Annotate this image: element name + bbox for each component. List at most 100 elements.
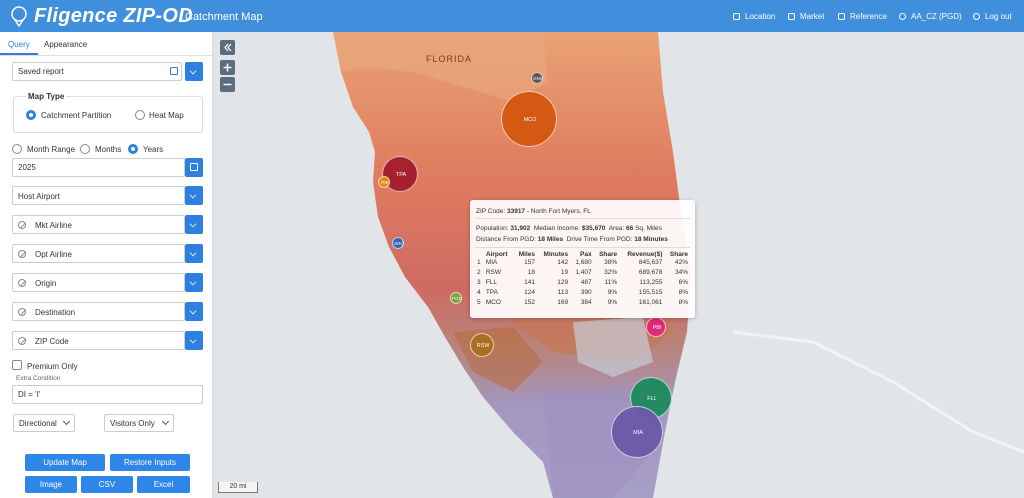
caret [189, 336, 197, 344]
filter-dropdown[interactable] [185, 302, 203, 321]
lake-area [573, 317, 653, 377]
filter-select[interactable]: Opt Airline [12, 244, 185, 263]
radio-catchment[interactable] [26, 110, 36, 120]
restore-inputs-button[interactable]: Restore Inputs [110, 454, 190, 471]
airport-code: TPA [395, 172, 407, 178]
nav-icon [973, 13, 980, 20]
airport-bubble[interactable]: RSW [470, 333, 494, 357]
saved-report-select[interactable]: Saved report [12, 62, 182, 81]
table-cell: 5 [477, 299, 481, 306]
option-months[interactable]: Months [95, 145, 122, 154]
airport-table: Airport Miles Minutes Pax Share Revenue($) Sha… [475, 251, 690, 308]
table-cell: 3 [477, 279, 481, 286]
filter-label: Host Airport [18, 192, 60, 201]
filter-select[interactable]: Mkt Airline [12, 215, 185, 234]
sidebar: Query Appearance Saved report Map Type C… [0, 32, 213, 498]
radio-years[interactable] [128, 144, 138, 154]
tab-query[interactable]: Query [8, 40, 30, 49]
table-cell: 142 [557, 259, 569, 266]
tooltip-divider [475, 218, 690, 219]
filter-dropdown[interactable] [185, 215, 203, 234]
table-cell: 2 [477, 269, 481, 276]
option-month-range[interactable]: Month Range [27, 145, 76, 154]
airport-bubble[interactable]: PBI [646, 317, 666, 337]
airport-bubble[interactable]: MCO [501, 91, 557, 147]
nav-link[interactable]: Log out [985, 12, 1012, 21]
filter-dropdown[interactable] [185, 244, 203, 263]
image-button[interactable]: Image [25, 476, 77, 493]
airport-bubble[interactable]: PIE [378, 176, 390, 188]
filter-label: ZIP Code [35, 337, 69, 346]
nav-link[interactable]: AA_CZ (PGD) [911, 12, 962, 21]
calendar-button[interactable] [185, 158, 203, 177]
filter-dropdown[interactable] [185, 186, 203, 205]
nav-link[interactable]: Reference [850, 12, 887, 21]
airport-bubble[interactable]: MIA [611, 406, 663, 458]
table-cell: MIA [485, 259, 498, 266]
table-cell: 18 [527, 269, 536, 276]
keys-hint [732, 330, 1024, 454]
collapse-panel-button[interactable] [220, 40, 235, 55]
table-cell: 19 [560, 269, 569, 276]
airport-bubble[interactable]: PGD [450, 292, 462, 304]
zip-place: - North Fort Myers, FL [526, 208, 591, 215]
airport-bubble[interactable]: SRQ [392, 237, 404, 249]
nav-link[interactable]: Location [745, 12, 776, 21]
direction-select[interactable]: Directional [13, 414, 75, 432]
filter-dropdown[interactable] [185, 331, 203, 350]
tab-appearance[interactable]: Appearance [44, 40, 88, 49]
radio-months[interactable] [80, 144, 90, 154]
population: 31,902 [510, 225, 531, 232]
visitors-select[interactable]: Visitors Only [104, 414, 174, 432]
radio-heat-map[interactable] [135, 110, 145, 120]
csv-button[interactable]: CSV [81, 476, 133, 493]
zoom-out-button[interactable] [220, 77, 235, 92]
table-cell: RSW [485, 269, 501, 276]
caret [189, 307, 197, 315]
table-body: 1 MIA 157 142 1,680 38% 845,637 42% 2 RSW 18 19 1,40… [475, 258, 690, 308]
column-header: Pax [580, 251, 592, 258]
population-label: Population: [476, 225, 509, 232]
scale-bar: 20 mi [218, 482, 258, 493]
premium-only-label[interactable]: Premium Only [27, 362, 78, 371]
filter-select[interactable]: Host Airport [12, 186, 185, 205]
table-cell: 42% [674, 259, 688, 266]
premium-checkbox[interactable] [12, 360, 22, 370]
exclude-icon [18, 221, 26, 229]
income-label: Median Income: [533, 225, 581, 232]
save-icon[interactable] [170, 67, 178, 75]
zoom-in-button[interactable] [220, 60, 235, 75]
filter-dropdown[interactable] [185, 273, 203, 292]
tab-divider [0, 55, 212, 56]
excel-button[interactable]: Excel [137, 476, 190, 493]
zip-label: ZIP Code: [476, 208, 506, 215]
nav-link[interactable]: Market [800, 12, 825, 21]
year-input[interactable]: 2025 [12, 158, 185, 177]
column-header: Minutes [543, 251, 569, 258]
table-cell: 845,637 [638, 259, 663, 266]
option-years[interactable]: Years [143, 145, 164, 154]
option-catchment[interactable]: Catchment Partition [41, 111, 112, 120]
table-cell: 390 [580, 289, 592, 296]
tab-indicator [0, 53, 38, 55]
option-heat-map[interactable]: Heat Map [149, 111, 184, 120]
table-cell: 169 [557, 299, 569, 306]
table-cell: 155,515 [638, 289, 663, 296]
table-cell: 113 [557, 289, 569, 296]
saved-report-dropdown[interactable] [185, 62, 203, 81]
zip-code: 33917 [506, 208, 526, 215]
nav-icon [899, 13, 906, 20]
zip-line: ZIP Code: 33917 - North Fort Myers, FL [476, 208, 591, 215]
radio-month-range[interactable] [12, 144, 22, 154]
filter-select[interactable]: ZIP Code [12, 331, 185, 350]
extra-condition-input[interactable]: DI = 'I' [12, 385, 203, 404]
filter-select[interactable]: Destination [12, 302, 185, 321]
airport-bubble[interactable]: TPA [382, 156, 418, 192]
logo [11, 6, 27, 27]
table-cell: TPA [485, 289, 498, 296]
filter-select[interactable]: Origin [12, 273, 185, 292]
airport-bubble[interactable]: GNV [531, 72, 543, 84]
table-row: 2 RSW 18 19 1,407 32% 689,678 34% [475, 268, 690, 278]
exclude-icon [18, 279, 26, 287]
update-map-button[interactable]: Update Map [25, 454, 105, 471]
